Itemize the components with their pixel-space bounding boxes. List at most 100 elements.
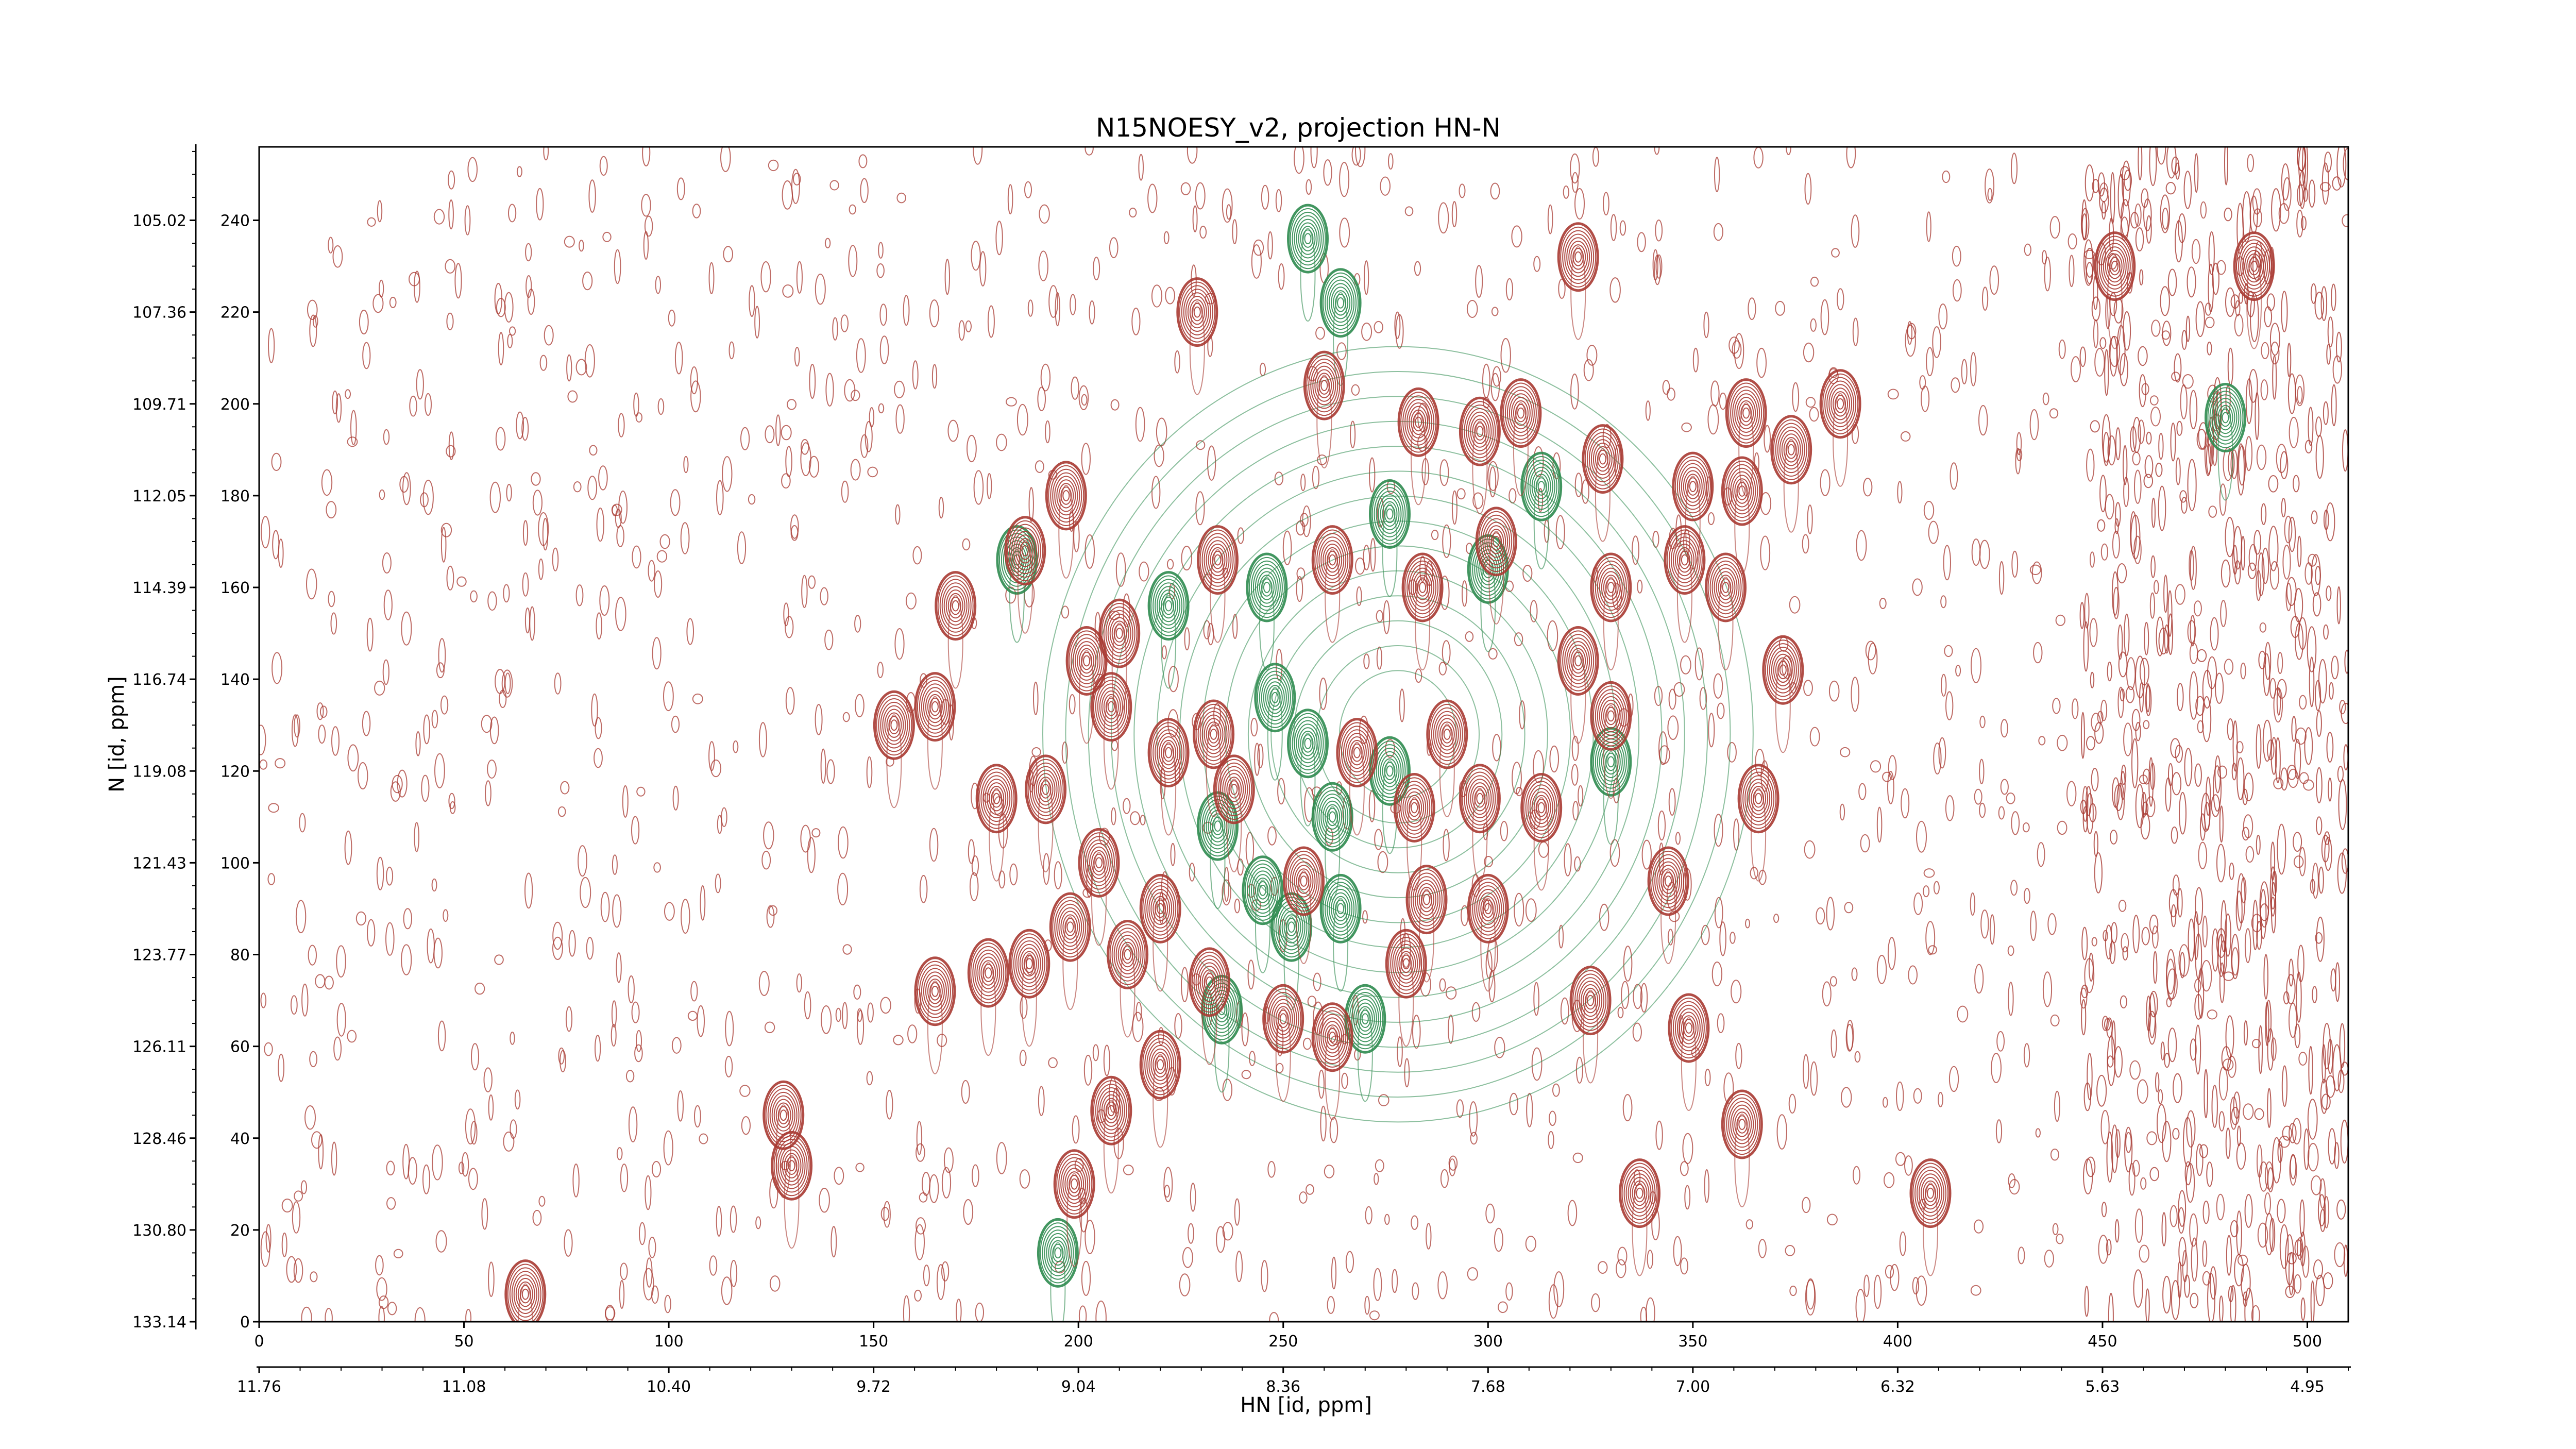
noise-contour	[2069, 255, 2075, 288]
noise-contour	[2079, 346, 2087, 367]
positive-peak-level	[1663, 872, 1674, 890]
positive-peak	[1090, 672, 1132, 790]
negative-peak-level	[1212, 817, 1224, 835]
positive-peak-level	[927, 694, 943, 720]
noise-contour	[663, 1130, 673, 1166]
noise-contour	[2168, 889, 2178, 918]
negative-peak-level	[2211, 394, 2240, 441]
noise-contour	[1470, 1132, 1478, 1145]
noise-contour	[2326, 732, 2334, 763]
noise-contour	[2015, 448, 2021, 475]
positive-peak-level	[1306, 355, 1343, 416]
positive-peak-level	[931, 701, 939, 713]
y-ppm-tick-label: 116.74	[132, 671, 187, 689]
noise-contour	[2084, 164, 2094, 201]
noise-contour	[2071, 356, 2081, 382]
positive-peak	[1283, 846, 1325, 964]
x-ppm-tick-label: 11.08	[442, 1378, 486, 1396]
noise-contour	[1533, 982, 1539, 1016]
positive-peak-level	[1081, 651, 1093, 670]
noise-contour	[2211, 1085, 2218, 1128]
noise-contour	[700, 885, 706, 921]
positive-peak-level	[1214, 554, 1222, 566]
positive-peak-ridge	[1472, 787, 1488, 882]
positive-peak-level	[1176, 277, 1218, 347]
noise-contour	[265, 1224, 272, 1253]
positive-peak-level	[1431, 707, 1463, 762]
noise-contour	[2008, 1173, 2016, 1188]
noise-contour	[1789, 1285, 1797, 1296]
noise-contour	[281, 1199, 293, 1212]
noise-contour	[1734, 333, 1744, 369]
noise-contour	[1955, 665, 1961, 677]
x-ppm-tick-label: 9.04	[1061, 1378, 1096, 1396]
positive-peak-level	[1566, 237, 1590, 277]
noise-contour	[876, 263, 885, 278]
positive-peak-level	[1597, 693, 1625, 739]
noise-contour	[1803, 680, 1813, 696]
noise-contour	[692, 204, 701, 218]
noise-contour	[1522, 565, 1533, 582]
noise-contour	[2162, 1121, 2172, 1162]
positive-peak-level	[1537, 802, 1545, 814]
positive-peak-ridge	[1783, 439, 1799, 533]
negative-peak-level	[1329, 811, 1336, 823]
positive-peak-level	[1013, 531, 1037, 571]
noise-contour	[403, 908, 412, 930]
noise-contour	[2172, 874, 2180, 896]
positive-peak-level	[941, 582, 970, 629]
noise-contour	[2210, 617, 2219, 651]
noise-contour	[2232, 720, 2238, 772]
positive-peak-ridge	[1201, 971, 1217, 1065]
noise-contour	[1549, 1110, 1556, 1126]
negative-peak-level	[1369, 736, 1411, 806]
noise-contour	[1092, 1044, 1099, 1062]
noise-contour	[2332, 1044, 2342, 1091]
noise-contour	[504, 292, 514, 323]
noise-contour	[2331, 283, 2336, 311]
noise-contour	[1196, 440, 1206, 450]
y-index-tick-label: 160	[221, 579, 250, 597]
noise-contour	[1680, 655, 1691, 675]
x-index-tick-label: 300	[1473, 1333, 1503, 1351]
noise-contour	[531, 472, 541, 486]
noise-contour	[315, 974, 326, 988]
noise-contour	[267, 873, 276, 885]
noise-contour	[1667, 929, 1674, 946]
noise-contour	[2166, 147, 2177, 179]
negative-peak-level	[1269, 688, 1281, 707]
noise-contour	[2035, 1128, 2041, 1138]
negative-peak-level	[1044, 1229, 1072, 1276]
noise-contour	[509, 326, 516, 336]
noise-contour	[1870, 760, 1882, 773]
positive-peak-level	[1314, 529, 1351, 591]
positive-peak-level	[1015, 940, 1043, 987]
noise-contour	[1632, 1022, 1642, 1042]
positive-peak-level	[1150, 892, 1171, 925]
noise-contour	[1251, 244, 1262, 279]
noise-contour	[527, 289, 535, 315]
positive-peak-level	[1183, 289, 1211, 335]
noise-contour	[2221, 559, 2231, 588]
noise-contour	[421, 774, 430, 802]
noise-contour	[2314, 292, 2325, 320]
noise-contour	[2242, 788, 2248, 805]
positive-peak	[1393, 773, 1435, 891]
noise-contour	[1840, 747, 1851, 757]
noise-contour	[2120, 688, 2125, 702]
noise-contour	[965, 320, 972, 333]
y-index-tick-label: 20	[230, 1222, 250, 1240]
positive-peak-level	[914, 956, 956, 1026]
positive-peak-level	[1042, 784, 1049, 795]
noise-contour	[1851, 967, 1858, 981]
negative-peak	[1246, 552, 1288, 670]
negative-peak-level	[1302, 734, 1314, 753]
noise-contour	[2097, 172, 2106, 197]
positive-peak-level	[1482, 899, 1494, 918]
noise-contour	[2236, 1142, 2246, 1170]
positive-peak-level	[1336, 718, 1378, 788]
positive-peak-level	[1091, 850, 1107, 876]
noise-contour	[1296, 576, 1303, 602]
negative-peak-level	[1263, 678, 1287, 718]
noise-contour	[408, 1157, 417, 1185]
